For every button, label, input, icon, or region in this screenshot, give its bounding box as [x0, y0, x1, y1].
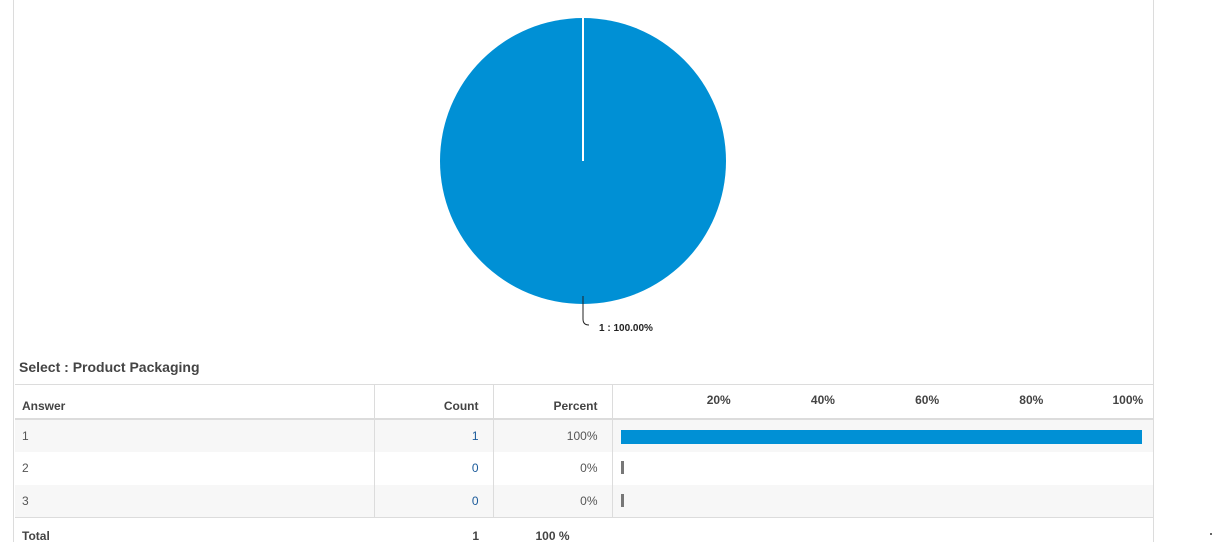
- pie-label-leader: [582, 296, 590, 326]
- total-count: 1: [374, 517, 493, 554]
- table-header-row: Answer Count Percent 20% 40% 60% 80% 100%: [15, 384, 1154, 420]
- results-table: Answer Count Percent 20% 40% 60% 80% 100% 1 …: [15, 384, 1153, 554]
- row-count[interactable]: 0: [374, 451, 494, 485]
- pie-data-label: 1 : 100.00%: [599, 323, 653, 334]
- total-percent: 100 %: [493, 517, 612, 554]
- results-panel: 1 : 100.00% Select : Product Packaging A…: [13, 0, 1154, 554]
- header-percent: Percent: [493, 384, 613, 420]
- header-count: Count: [374, 384, 494, 420]
- pie-chart: 1 : 100.00%: [14, 0, 1153, 345]
- row-percent: 100%: [493, 418, 613, 452]
- table-row: 2 0 0%: [15, 451, 1153, 485]
- row-percent: 0%: [493, 484, 613, 518]
- row-bar-cell: [612, 484, 1153, 518]
- bar-axis-tick: 20%: [706, 393, 731, 407]
- table-row: 1 1 100%: [15, 418, 1153, 452]
- total-label: Total: [15, 517, 374, 554]
- bar-zero-marker: [620, 460, 624, 474]
- bar-axis-tick: 100%: [1112, 393, 1144, 407]
- bar-fill: [620, 429, 1142, 444]
- bar-axis-tick: 60%: [915, 393, 940, 407]
- row-count[interactable]: 1: [374, 418, 494, 452]
- row-percent: 0%: [493, 451, 613, 485]
- corner-mark: [1210, 533, 1212, 535]
- question-title: Select : Product Packaging: [19, 359, 200, 375]
- total-bar-cell: [612, 517, 1153, 554]
- bar-axis-ticks: 20% 40% 60% 80% 100%: [613, 385, 1154, 418]
- row-bar-cell: [612, 418, 1153, 452]
- row-count[interactable]: 0: [374, 484, 494, 518]
- bar-axis-tick: 40%: [810, 393, 835, 407]
- bar-zero-marker: [620, 493, 624, 507]
- header-answer: Answer: [15, 384, 375, 420]
- row-answer: 3: [15, 484, 375, 518]
- table-row: 3 0 0%: [15, 484, 1153, 518]
- row-bar-cell: [612, 452, 1153, 485]
- row-answer: 1: [15, 418, 375, 452]
- table-total-row: Total 1 100 %: [15, 517, 1153, 554]
- row-answer: 2: [15, 451, 375, 485]
- bar-axis-tick: 80%: [1019, 393, 1044, 407]
- header-bar-axis: 20% 40% 60% 80% 100%: [612, 384, 1154, 420]
- pie-chart-svg: [440, 18, 726, 326]
